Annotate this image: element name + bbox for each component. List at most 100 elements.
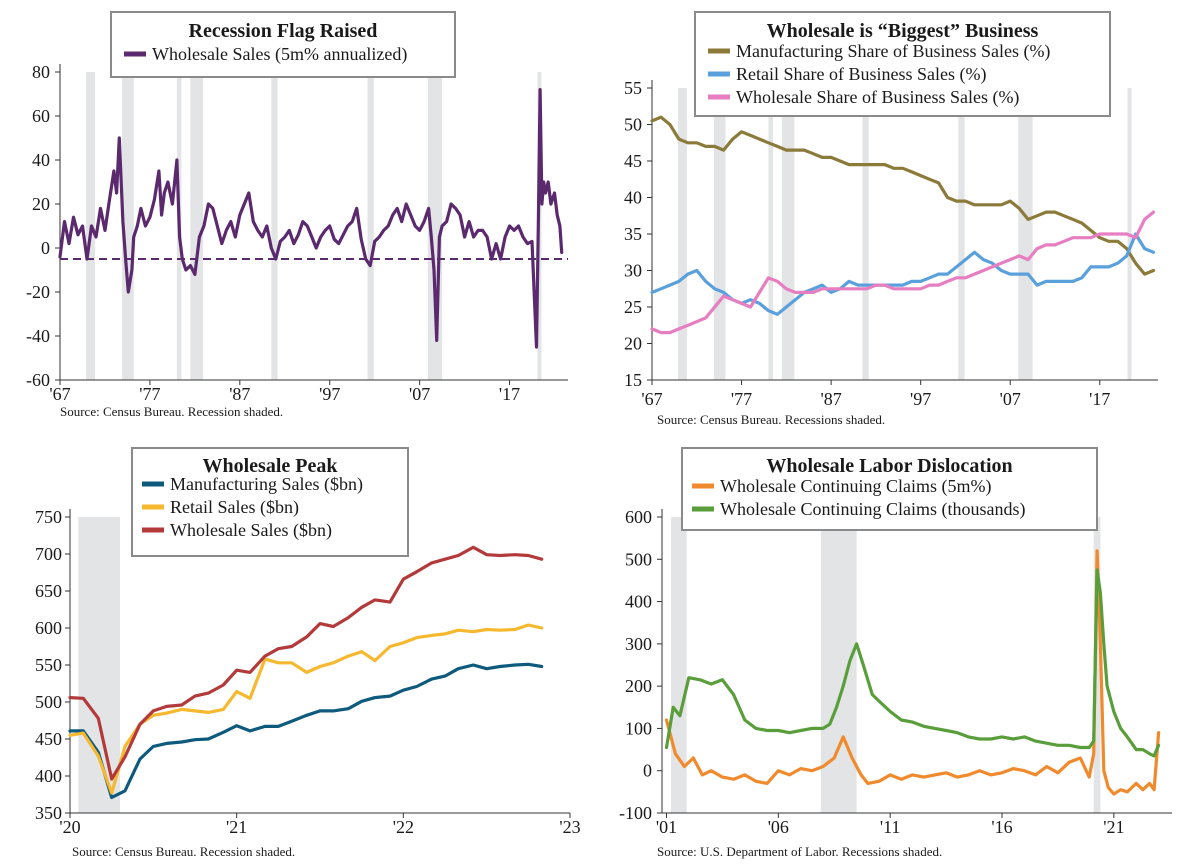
series-line xyxy=(664,549,1161,796)
y-tick-label: 60 xyxy=(32,106,50,126)
series-line xyxy=(650,232,1156,316)
chart-source: Source: U.S. Department of Labor. Recess… xyxy=(657,844,942,859)
y-tick-label: 600 xyxy=(625,507,652,527)
chart-source: Source: Census Bureau. Recession shaded. xyxy=(72,844,295,859)
chart-svg: 600 500 400 300 200 100 0 -100'01 '06 '11 '16 '21 Wh… xyxy=(619,447,1172,859)
x-tick-label: '21 xyxy=(226,817,247,837)
chart-title: Wholesale is “Biggest” Business xyxy=(767,20,1039,42)
y-tick-label: 80 xyxy=(32,62,50,82)
y-tick-label: 15 xyxy=(624,370,642,390)
recession-band xyxy=(677,88,687,380)
y-tick-label: 700 xyxy=(35,544,62,564)
x-tick-label: '77 xyxy=(731,389,752,409)
x-tick-label: '87 xyxy=(229,384,250,404)
chart-title: Wholesale Labor Dislocation xyxy=(766,455,1012,477)
y-tick-label: 40 xyxy=(32,150,50,170)
legend-box xyxy=(131,447,409,557)
y-tick-label: 500 xyxy=(625,549,652,569)
x-tick-label: '22 xyxy=(393,817,414,837)
series-line xyxy=(68,545,544,781)
x-tick-label: '17 xyxy=(499,384,520,404)
series-line xyxy=(68,623,544,795)
x-tick-label: '21 xyxy=(1103,817,1124,837)
recession-band xyxy=(1018,88,1033,380)
series-line xyxy=(664,568,1161,758)
x-tick-label: '67 xyxy=(641,389,662,409)
legend-label: Retail Sales ($bn) xyxy=(170,497,299,518)
recession-band xyxy=(1093,517,1101,813)
y-tick-label: 55 xyxy=(624,78,642,98)
x-tick-label: '97 xyxy=(319,384,340,404)
recession-band xyxy=(781,88,795,380)
y-tick-label: 750 xyxy=(35,507,62,527)
y-tick-label: 50 xyxy=(624,115,642,135)
y-tick-label: 100 xyxy=(625,718,652,738)
y-tick-label: -20 xyxy=(26,282,50,302)
y-tick-label: 0 xyxy=(41,238,50,258)
y-tick-label: 600 xyxy=(35,618,62,638)
x-tick-label: '87 xyxy=(820,389,841,409)
chart-source: Source: Census Bureau. Recessions shaded… xyxy=(657,412,885,427)
y-tick-label: 650 xyxy=(35,581,62,601)
y-tick-label: 20 xyxy=(32,194,50,214)
chart-svg: 80 60 40 20 0 -20 -40 -60'67 '77 '87 '97 '07 '17 Rece… xyxy=(26,11,568,419)
legend-label: Manufacturing Sales ($bn) xyxy=(170,474,363,495)
recession-band xyxy=(862,88,869,380)
recession-band xyxy=(122,72,134,380)
y-tick-label: 25 xyxy=(624,297,642,317)
y-tick-label: 450 xyxy=(35,729,62,749)
x-tick-label: '11 xyxy=(880,817,901,837)
x-tick-label: '97 xyxy=(910,389,931,409)
chart-title: Recession Flag Raised xyxy=(189,20,378,42)
x-tick-label: '16 xyxy=(991,817,1012,837)
y-tick-label: 200 xyxy=(625,676,652,696)
legend-label: Wholesale Sales (5m% annualized) xyxy=(152,44,407,65)
recession-band xyxy=(367,72,374,380)
recession-band xyxy=(768,88,773,380)
y-tick-label: 500 xyxy=(35,692,62,712)
chart-panel: 80 60 40 20 0 -20 -40 -60'67 '77 '87 '97 '07 '17 Rece… xyxy=(0,0,600,430)
y-tick-label: 40 xyxy=(624,188,642,208)
y-tick-label: 20 xyxy=(624,334,642,354)
recession-band xyxy=(271,72,278,380)
recession-band xyxy=(78,517,120,813)
chart-svg: 750 700 650 600 550 500 450 400 350'20 '21 '22 '23 W… xyxy=(35,447,581,859)
chart-svg: 55 50 45 40 35 30 25 20 15'67 '77 '87 '97 '07 '17 Whol… xyxy=(624,11,1158,427)
legend-box xyxy=(681,447,1098,531)
y-tick-label: -60 xyxy=(26,370,50,390)
y-tick-label: 0 xyxy=(643,761,652,781)
x-tick-label: '23 xyxy=(559,817,580,837)
y-tick-label: 550 xyxy=(35,655,62,675)
legend-box xyxy=(110,11,456,78)
y-tick-label: 400 xyxy=(625,592,652,612)
legend-box xyxy=(694,11,1111,117)
x-tick-label: '17 xyxy=(1089,389,1110,409)
series-line xyxy=(58,87,564,349)
chart-source: Source: Census Bureau. Recession shaded. xyxy=(60,404,283,419)
x-tick-label: '67 xyxy=(49,384,70,404)
chart-panel: 750 700 650 600 550 500 450 400 350'20 '21 '22 '23 W… xyxy=(0,435,600,867)
recession-band xyxy=(958,88,965,380)
x-tick-label: '20 xyxy=(59,817,80,837)
x-tick-label: '07 xyxy=(409,384,430,404)
y-tick-label: 45 xyxy=(624,151,642,171)
legend-label: Wholesale Continuing Claims (5m%) xyxy=(720,476,991,497)
x-tick-label: '01 xyxy=(656,817,677,837)
x-tick-label: '07 xyxy=(1000,389,1021,409)
series-line xyxy=(68,662,544,800)
x-tick-label: '06 xyxy=(768,817,789,837)
legend-label: Wholesale Share of Business Sales (%) xyxy=(736,87,1019,108)
series-line xyxy=(650,115,1156,276)
y-tick-label: -100 xyxy=(619,803,652,823)
y-tick-label: 30 xyxy=(624,261,642,281)
y-tick-label: 350 xyxy=(35,803,62,823)
y-tick-label: -40 xyxy=(26,326,50,346)
legend-label: Retail Share of Business Sales (%) xyxy=(736,64,986,85)
y-tick-label: 400 xyxy=(35,766,62,786)
chart-panel: 600 500 400 300 200 100 0 -100'01 '06 '11 '16 '21 Wh… xyxy=(600,435,1200,867)
series-line xyxy=(650,210,1156,335)
legend-label: Wholesale Continuing Claims (thousands) xyxy=(720,499,1025,520)
chart-title: Wholesale Peak xyxy=(203,455,339,477)
recession-band xyxy=(670,517,687,813)
recession-band xyxy=(820,517,857,813)
